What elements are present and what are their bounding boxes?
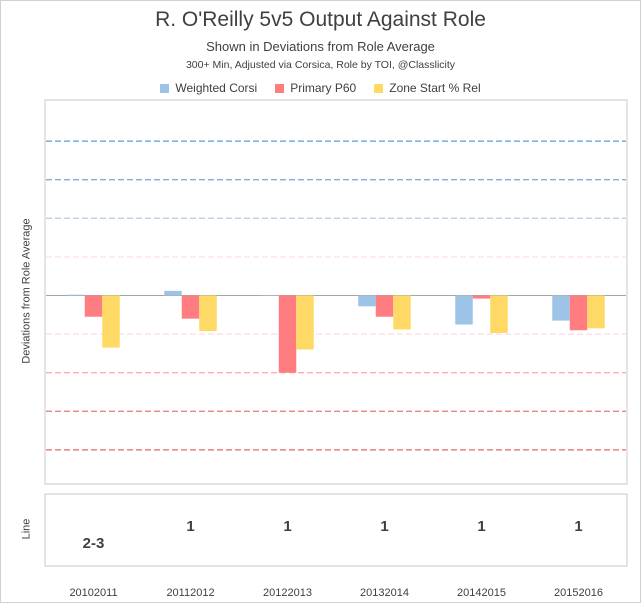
legend-item-zone-start: Zone Start % Rel bbox=[374, 81, 481, 95]
x-tick-label-20112012: 20112012 bbox=[166, 587, 214, 599]
bar-primary-p60-20132014 bbox=[375, 295, 394, 317]
chart-caption: 300+ Min, Adjusted via Corsica, Role by … bbox=[185, 59, 456, 71]
legend-item-weighted-corsi: Weighted Corsi bbox=[160, 81, 257, 95]
chart-title: R. O'Reilly 5v5 Output Against Role bbox=[155, 8, 486, 31]
bar-weighted-corsi-20112012 bbox=[164, 290, 182, 296]
line-value-20132014: 1 bbox=[380, 518, 388, 535]
bar-weighted-corsi-20122013 bbox=[261, 295, 279, 296]
bar-zone-start-rel-20132014 bbox=[393, 295, 411, 330]
lower-panel-border bbox=[44, 493, 628, 567]
bar-primary-p60-20122013 bbox=[278, 295, 297, 373]
bar-primary-p60-20102011 bbox=[84, 295, 103, 317]
upper-panel-border bbox=[44, 99, 628, 485]
y-axis-label: Deviations from Role Average bbox=[20, 218, 33, 364]
line-value-20112012: 1 bbox=[186, 518, 194, 535]
bar-weighted-corsi-20132014 bbox=[358, 295, 376, 307]
bar-primary-p60-20142015 bbox=[472, 295, 491, 299]
line-value-20102011: 2-3 bbox=[83, 535, 105, 552]
bar-weighted-corsi-20102011 bbox=[67, 294, 85, 296]
x-tick-label-20142015: 20142015 bbox=[457, 587, 506, 599]
legend-label-zone-start: Zone Start % Rel bbox=[389, 81, 481, 95]
bar-primary-p60-20152016 bbox=[569, 295, 588, 331]
x-tick-label-20152016: 20152016 bbox=[554, 587, 603, 599]
legend-item-primary-p60: Primary P60 bbox=[275, 81, 356, 95]
chart-subtitle: Shown in Deviations from Role Average bbox=[206, 39, 435, 54]
line-value-20122013: 1 bbox=[283, 518, 291, 535]
legend: Weighted Corsi Primary P60 Zone Start % … bbox=[0, 81, 641, 95]
bar-zone-start-rel-20152016 bbox=[587, 295, 605, 329]
line-axis-label: Line bbox=[19, 518, 32, 540]
legend-label-primary-p60: Primary P60 bbox=[290, 81, 357, 95]
x-tick-label-20122013: 20122013 bbox=[263, 587, 312, 599]
line-value-20152016: 1 bbox=[574, 518, 582, 535]
bar-zone-start-rel-20142015 bbox=[490, 295, 508, 333]
bar-zone-start-rel-20102011 bbox=[102, 295, 120, 348]
bar-zone-start-rel-20122013 bbox=[296, 295, 314, 350]
legend-label-weighted-corsi: Weighted Corsi bbox=[175, 81, 258, 95]
bar-primary-p60-20112012 bbox=[181, 295, 200, 319]
legend-swatch-primary-p60 bbox=[275, 83, 285, 93]
legend-swatch-weighted-corsi bbox=[160, 83, 170, 93]
line-value-20142015: 1 bbox=[477, 518, 485, 535]
bar-weighted-corsi-20142015 bbox=[455, 295, 473, 325]
bar-zone-start-rel-20112012 bbox=[199, 295, 217, 332]
x-tick-label-20132014: 20132014 bbox=[360, 587, 409, 599]
legend-swatch-zone-start bbox=[374, 83, 384, 93]
x-tick-label-20102011: 20102011 bbox=[69, 587, 117, 599]
bar-weighted-corsi-20152016 bbox=[552, 295, 570, 321]
